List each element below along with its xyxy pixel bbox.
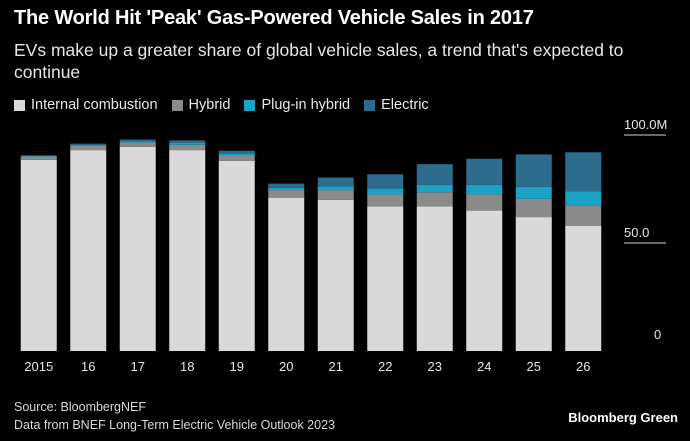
bar-hybrid-23: [416, 192, 453, 207]
bar-internal-combustion-19: [218, 160, 255, 351]
bar-electric-2015: [20, 155, 57, 156]
x-tick-label: 20: [279, 359, 293, 374]
bar-plug-in-hybrid-17: [119, 141, 156, 143]
x-tick-label: 21: [329, 359, 343, 374]
bar-plug-in-hybrid-20: [268, 187, 305, 191]
bar-electric-24: [466, 158, 503, 185]
x-tick-label: 18: [180, 359, 194, 374]
y-tick-label: 0: [654, 327, 661, 342]
bar-electric-19: [218, 150, 255, 155]
legend-item-internal-combustion: Internal combustion: [14, 97, 158, 113]
legend-swatch-hybrid: [171, 99, 183, 111]
bar-hybrid-25: [515, 198, 552, 218]
bar-hybrid-2015: [20, 156, 57, 160]
bar-electric-16: [70, 143, 107, 145]
legend-label: Internal combustion: [31, 97, 158, 113]
bar-internal-combustion-2015: [20, 159, 57, 351]
source-note: Source: BloombergNEF: [14, 400, 147, 414]
bar-hybrid-21: [317, 190, 354, 200]
legend-swatch-electric: [364, 99, 376, 111]
bar-plug-in-hybrid-2015: [20, 155, 57, 157]
legend-swatch-plug-in-hybrid: [244, 99, 256, 111]
legend-label: Electric: [381, 97, 429, 113]
legend-item-electric: Electric: [364, 97, 429, 113]
legend-swatch-internal-combustion: [14, 99, 25, 111]
bar-plug-in-hybrid-21: [317, 186, 354, 191]
bar-plug-in-hybrid-25: [515, 186, 552, 199]
bar-electric-26: [565, 152, 602, 192]
bar-internal-combustion-21: [317, 199, 354, 351]
chart-subtitle: EVs make up a greater share of global ve…: [14, 40, 624, 82]
bar-hybrid-17: [119, 142, 156, 147]
bar-internal-combustion-16: [70, 150, 107, 351]
bar-hybrid-18: [169, 144, 206, 151]
bar-electric-23: [416, 164, 453, 185]
y-tick-label: 100.0M: [624, 117, 667, 132]
chart-title: The World Hit 'Peak' Gas-Powered Vehicle…: [14, 7, 534, 29]
bar-electric-22: [367, 174, 404, 189]
y-tick-label: 50.0: [624, 225, 649, 240]
bar-hybrid-26: [565, 205, 602, 226]
bar-hybrid-16: [70, 145, 107, 151]
bar-internal-combustion-25: [515, 217, 552, 351]
legend-label: Plug-in hybrid: [261, 97, 351, 113]
legend-item-hybrid: Hybrid: [171, 97, 231, 113]
data-note: Data from BNEF Long-Term Electric Vehicl…: [14, 418, 335, 432]
bar-plug-in-hybrid-19: [218, 154, 255, 156]
bar-plug-in-hybrid-22: [367, 188, 404, 195]
bar-plug-in-hybrid-26: [565, 191, 602, 206]
bar-plug-in-hybrid-16: [70, 144, 107, 146]
bar-electric-17: [119, 139, 156, 142]
bar-electric-18: [169, 140, 206, 143]
bar-electric-20: [268, 183, 305, 188]
bar-plug-in-hybrid-24: [466, 184, 503, 195]
bar-plug-in-hybrid-23: [416, 184, 453, 193]
bar-internal-combustion-17: [119, 146, 156, 351]
bar-hybrid-22: [367, 194, 404, 207]
bar-hybrid-24: [466, 194, 503, 211]
x-tick-label: 16: [81, 359, 95, 374]
x-tick-label: 22: [378, 359, 392, 374]
x-tick-label: 24: [477, 359, 491, 374]
bar-internal-combustion-20: [268, 197, 305, 351]
legend-label: Hybrid: [188, 97, 231, 113]
bar-internal-combustion-26: [565, 225, 602, 351]
x-tick-label: 2015: [24, 359, 53, 374]
bar-internal-combustion-24: [466, 210, 503, 351]
x-tick-label: 17: [131, 359, 145, 374]
bar-internal-combustion-23: [416, 206, 453, 351]
legend-item-plug-in-hybrid: Plug-in hybrid: [244, 97, 350, 113]
brand-logo: Bloomberg Green: [568, 410, 678, 425]
legend: Internal combustion Hybrid Plug-in hybri…: [14, 97, 443, 113]
bar-electric-25: [515, 154, 552, 187]
x-tick-label: 23: [428, 359, 442, 374]
x-tick-label: 25: [527, 359, 541, 374]
bar-hybrid-20: [268, 190, 305, 198]
bar-plug-in-hybrid-18: [169, 142, 206, 145]
bar-electric-21: [317, 177, 354, 187]
bar-hybrid-19: [218, 155, 255, 161]
x-tick-label: 26: [576, 359, 590, 374]
bar-internal-combustion-18: [169, 150, 206, 351]
bar-internal-combustion-22: [367, 206, 404, 351]
x-tick-label: 19: [230, 359, 244, 374]
